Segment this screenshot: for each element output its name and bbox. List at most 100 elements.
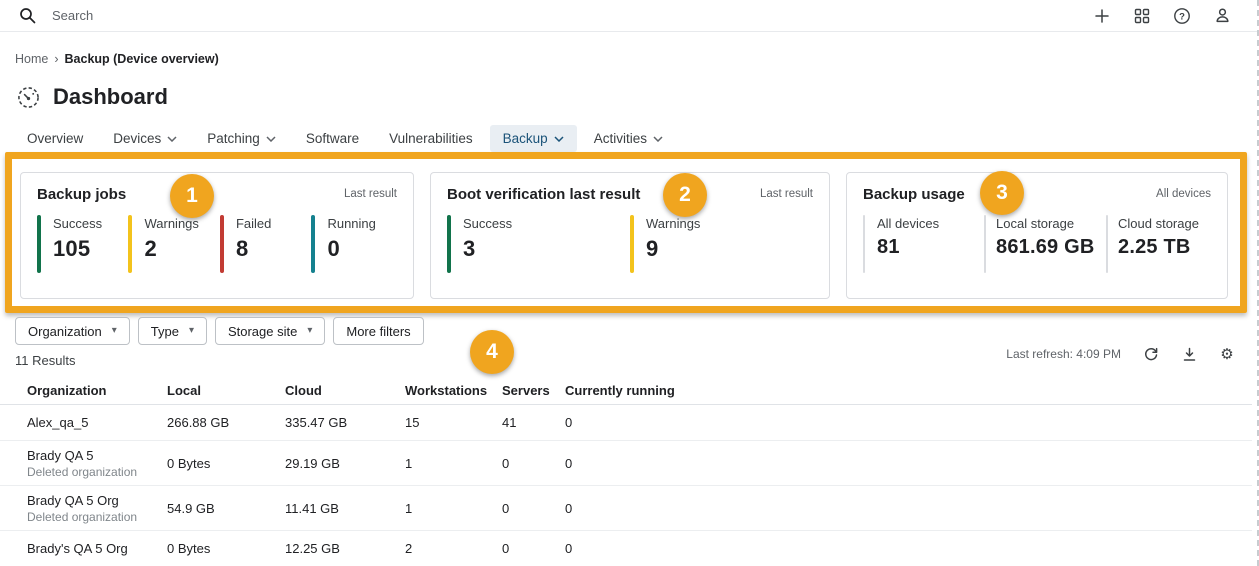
stat-failed: Failed 8 (219, 215, 311, 273)
table-row[interactable]: Brady QA 5 Deleted organization 0 Bytes … (0, 441, 1252, 486)
more-filters-button[interactable]: More filters (333, 317, 424, 345)
cell-servers: 0 (502, 455, 510, 471)
tab-backup[interactable]: Backup (489, 125, 577, 152)
cell-workstations: 15 (405, 415, 420, 430)
backup-usage-card: Backup usage All devices All devices 81 L… (846, 172, 1228, 299)
stat-color-bar (447, 215, 451, 273)
card-corner-label: All devices (1156, 188, 1211, 200)
table-row[interactable]: Brady QA 5 Org Deleted organization 54.9… (0, 486, 1252, 531)
chevron-down-icon (653, 135, 663, 142)
chevron-down-icon (167, 135, 177, 142)
add-plus-icon[interactable] (1093, 7, 1111, 25)
backup-jobs-card: Backup jobs Last result Success 105 Warni… (20, 172, 414, 299)
tab-patching[interactable]: Patching (194, 125, 289, 152)
topbar-icon-group: ? (1093, 7, 1257, 25)
stat-value: 105 (53, 236, 91, 261)
cell-local: 54.9 GB (167, 500, 215, 516)
cell-workstations: 1 (405, 500, 413, 516)
card-header: Backup jobs Last result (37, 186, 397, 203)
col-organization[interactable]: Organization (27, 383, 107, 398)
stat-value: 3 (463, 236, 476, 261)
filter-label: More filters (346, 323, 411, 339)
stat-color-bar (630, 215, 634, 273)
global-search[interactable] (0, 7, 1093, 25)
tab-software[interactable]: Software (293, 125, 372, 152)
filter-label: Storage site (227, 323, 298, 339)
col-servers[interactable]: Servers (502, 383, 550, 398)
tab-bar: Overview Devices Patching Software Vulne… (14, 125, 676, 152)
tab-devices[interactable]: Devices (100, 125, 190, 152)
stat-color-bar (311, 215, 316, 273)
search-icon (18, 7, 36, 25)
stat-value: 9 (646, 236, 659, 261)
stat-label: Local storage (996, 216, 1075, 231)
apps-grid-icon[interactable] (1133, 7, 1151, 25)
stat-value: 861.69 GB (996, 236, 1095, 258)
breadcrumb-home-link[interactable]: Home (15, 52, 49, 66)
download-icon[interactable] (1181, 346, 1197, 362)
search-input[interactable] (52, 8, 352, 23)
backup-results-table: Organization Local Cloud Workstations Se… (0, 377, 1252, 566)
stat-label: Success (53, 216, 103, 231)
stat-value: 2.25 TB (1118, 236, 1191, 258)
tab-label: Software (305, 131, 360, 146)
cell-currently-running: 0 (565, 500, 573, 516)
boot-verification-card: Boot verification last result Last resul… (430, 172, 830, 299)
tab-label: Backup (502, 131, 548, 146)
stats-row: Success 105 Warnings 2 Failed 8 Running 0 (37, 215, 397, 273)
cell-servers: 41 (502, 415, 517, 430)
stat-cloud-storage: Cloud storage 2.25 TB (1106, 215, 1211, 273)
top-bar: ? (0, 0, 1257, 32)
col-cloud[interactable]: Cloud (285, 383, 322, 398)
org-sublabel: Deleted organization (27, 464, 138, 479)
cell-servers: 0 (502, 500, 510, 516)
stat-running: Running 0 (311, 215, 397, 273)
table-row[interactable]: Brady's QA 5 Org 0 Bytes 12.25 GB 2 0 0 (0, 531, 1252, 566)
help-icon[interactable]: ? (1173, 7, 1191, 25)
table-row[interactable]: Alex_qa_5 266.88 GB 335.47 GB 15 41 0 (0, 405, 1252, 441)
stat-warnings: Warnings 2 (128, 215, 219, 273)
col-currently-running[interactable]: Currently running (565, 383, 675, 398)
org-name: Brady QA 5 Deleted organization (27, 448, 167, 479)
cell-servers: 0 (502, 541, 510, 556)
tab-activities[interactable]: Activities (581, 125, 676, 152)
refresh-icon[interactable] (1143, 346, 1159, 362)
svg-text:?: ? (1179, 11, 1185, 22)
tab-vulnerabilities[interactable]: Vulnerabilities (376, 125, 486, 152)
stat-all-devices: All devices 81 (863, 215, 984, 273)
stat-color-bar (128, 215, 133, 273)
cell-local: 266.88 GB (167, 415, 230, 430)
card-header: Backup usage All devices (863, 186, 1211, 203)
type-filter-dropdown[interactable]: Type ▾ (137, 317, 207, 345)
stat-divider-bar (863, 215, 865, 273)
page-title: Dashboard (53, 84, 168, 109)
tab-overview[interactable]: Overview (14, 125, 96, 152)
filter-label: Organization (28, 323, 102, 339)
user-account-icon[interactable] (1213, 7, 1231, 25)
stats-row: All devices 81 Local storage 861.69 GB Clo… (863, 215, 1211, 273)
stat-label: Cloud storage (1118, 216, 1199, 231)
stat-local-storage: Local storage 861.69 GB (984, 215, 1106, 273)
cell-cloud: 12.25 GB (285, 541, 340, 556)
cell-cloud: 335.47 GB (285, 415, 348, 430)
stat-label: Success (463, 216, 513, 231)
cell-currently-running: 0 (565, 541, 573, 556)
callout-badge-3: 3 (980, 171, 1024, 215)
tab-label: Patching (207, 131, 260, 146)
table-settings-gear-icon[interactable]: ⚙ (1220, 346, 1234, 363)
organization-filter-dropdown[interactable]: Organization ▾ (15, 317, 130, 345)
dropdown-caret-icon: ▾ (188, 325, 194, 336)
stat-value: 0 (327, 236, 340, 261)
col-local[interactable]: Local (167, 383, 201, 398)
col-workstations[interactable]: Workstations (405, 383, 488, 398)
filter-bar: Organization ▾ Type ▾ Storage site ▾ More f… (15, 317, 424, 345)
stat-color-bar (37, 215, 41, 273)
storage-site-filter-dropdown[interactable]: Storage site ▾ (214, 317, 326, 345)
page-title-row: Dashboard (16, 84, 168, 110)
breadcrumb-current: Backup (Device overview) (64, 52, 219, 66)
stat-value: 2 (144, 236, 157, 261)
tab-label: Vulnerabilities (389, 131, 473, 146)
breadcrumb-separator: › (54, 52, 59, 66)
stat-label: Warnings (144, 216, 199, 231)
cell-workstations: 2 (405, 541, 413, 556)
